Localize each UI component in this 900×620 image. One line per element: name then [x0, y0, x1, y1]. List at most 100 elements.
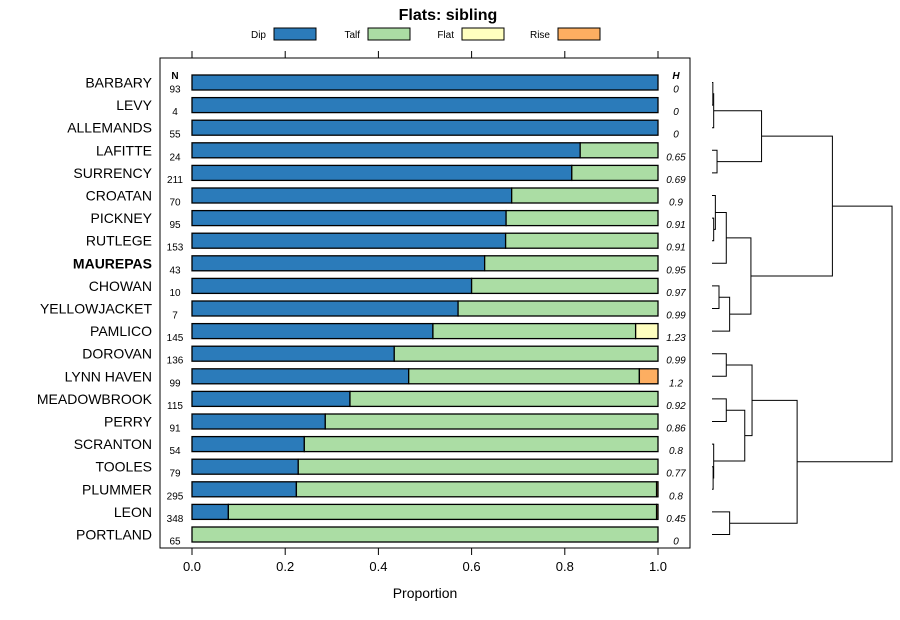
bar-scranton-talf — [303, 435, 659, 453]
n-value-lafitte: 24 — [169, 152, 181, 163]
h-column-header: H — [672, 71, 680, 82]
h-value-chowan: 0.97 — [666, 288, 686, 299]
bar-croatan-dip — [191, 187, 513, 204]
n-value-barbary: 93 — [169, 85, 181, 96]
n-value-yellowjacket: 7 — [172, 311, 178, 322]
n-value-pickney: 95 — [169, 220, 181, 231]
legend-label-rise: Rise — [530, 30, 550, 41]
row-label-croatan: CROATAN — [86, 188, 152, 204]
n-value-leon: 348 — [167, 514, 184, 525]
h-value-perry: 0.86 — [666, 424, 686, 435]
x-tick-label-3: 0.6 — [463, 559, 481, 574]
row-label-scranton: SCRANTON — [74, 436, 152, 452]
legend-label-flat: Flat — [437, 30, 454, 41]
x-tick-label-0: 0.0 — [183, 559, 201, 574]
h-value-leon: 0.45 — [666, 514, 686, 525]
legend-swatch-rise — [557, 27, 601, 41]
row-label-lafitte: LAFITTE — [96, 142, 152, 158]
h-value-maurepas: 0.95 — [666, 265, 686, 276]
dendrogram-merge-16 — [726, 364, 753, 437]
bar-leon-talf — [227, 503, 658, 521]
bar-pamlico-dip — [191, 322, 434, 340]
bar-leon-dip — [191, 503, 229, 521]
row-label-tooles: TOOLES — [95, 459, 152, 475]
row-label-pickney: PICKNEY — [91, 210, 153, 226]
h-value-levy: 0 — [673, 107, 679, 118]
n-value-allemands: 55 — [169, 130, 181, 141]
bar-plummer-talf — [295, 481, 658, 498]
dendrogram-merge-12 — [712, 398, 727, 422]
n-value-perry: 91 — [169, 424, 181, 435]
h-value-tooles: 0.77 — [666, 469, 686, 480]
h-value-lynn-haven: 1.2 — [669, 378, 683, 389]
row-label-yellowjacket: YELLOWJACKET — [40, 301, 152, 317]
n-value-plummer: 295 — [167, 491, 184, 502]
h-value-pickney: 0.91 — [666, 220, 685, 231]
bar-plummer-rise — [655, 481, 659, 498]
n-value-meadowbrook: 115 — [167, 401, 183, 412]
dendrogram-merge-18 — [729, 399, 798, 524]
x-tick-label-4: 0.8 — [556, 559, 574, 574]
row-label-surrency: SURRENCY — [73, 165, 152, 181]
row-label-rutlege: RUTLEGE — [86, 233, 152, 249]
bar-croatan-talf — [511, 187, 659, 204]
n-values: 93 4 55 24 211 70 95 153 43 10 7 145 136 99 115 91 54 79 2… — [167, 85, 184, 548]
dendrogram-merge-7 — [712, 285, 720, 309]
row-label-portland: PORTLAND — [76, 527, 152, 543]
bar-perry-talf — [324, 413, 659, 430]
dendrogram-merge-8 — [712, 296, 731, 332]
bar-allemands-dip — [191, 119, 659, 136]
x-axis-title: Proportion — [393, 585, 458, 601]
n-value-dorovan: 136 — [167, 356, 184, 367]
n-value-levy: 4 — [172, 107, 178, 118]
bar-barbary-dip — [191, 74, 659, 91]
dendrogram-merge-0 — [712, 82, 714, 106]
bar-leon-rise — [655, 503, 659, 521]
h-value-allemands: 0 — [673, 130, 679, 141]
bar-chowan-dip — [191, 277, 473, 295]
bar-chowan-talf — [470, 277, 659, 295]
bar-portland-talf — [191, 526, 659, 543]
dendrogram-merge-3 — [713, 110, 763, 163]
bar-surrency-talf — [571, 164, 659, 182]
dendrogram-merge-10 — [750, 135, 833, 277]
legend-swatch-talf — [367, 27, 411, 41]
n-value-rutlege: 153 — [167, 243, 184, 254]
legend: Dip Talf Flat Rise — [251, 27, 601, 41]
bar-pamlico-flat — [634, 322, 659, 340]
x-axis: 0.0 0.2 0.4 0.6 0.8 1.0 — [183, 51, 667, 574]
bar-lynn-haven-dip — [191, 368, 410, 385]
bar-rutlege-dip — [191, 232, 507, 249]
dendrogram-merge-13 — [712, 466, 714, 490]
x-tick-label-2: 0.4 — [369, 559, 387, 574]
h-value-yellowjacket: 0.99 — [666, 311, 686, 322]
h-value-plummer: 0.8 — [669, 491, 683, 502]
dendrogram-merge-4 — [712, 217, 715, 242]
dendrogram — [712, 82, 893, 535]
bar-levy-dip — [191, 96, 659, 114]
row-label-meadowbrook: MEADOWBROOK — [37, 391, 153, 407]
legend-swatch-dip — [273, 27, 317, 41]
bar-surrency-dip — [191, 164, 573, 182]
bar-lynn-haven-talf — [408, 368, 641, 385]
h-value-pamlico: 1.23 — [666, 333, 686, 344]
bar-tooles-dip — [191, 458, 299, 475]
dendrogram-merge-11 — [712, 353, 727, 377]
plot-frame — [159, 57, 691, 549]
h-value-dorovan: 0.99 — [666, 356, 686, 367]
h-value-croatan: 0.9 — [669, 198, 683, 209]
bar-dorovan-dip — [191, 345, 395, 362]
x-tick-label-5: 1.0 — [649, 559, 667, 574]
chart-title: Flats: sibling — [399, 7, 498, 24]
bar-maurepas-talf — [483, 255, 659, 272]
row-label-allemands: ALLEMANDS — [67, 120, 152, 136]
dendrogram-merge-17 — [712, 511, 731, 535]
bar-plummer-dip — [191, 481, 298, 498]
legend-swatch-flat — [461, 27, 505, 41]
dendrogram-merge-15 — [713, 409, 746, 462]
n-value-croatan: 70 — [169, 198, 181, 209]
row-label-plummer: PLUMMER — [82, 481, 152, 497]
h-values: 0 0 0 0.65 0.69 0.9 0.91 0.91 0.95 0.97 0.99 1.23 0.… — [666, 85, 686, 548]
bar-tooles-talf — [297, 458, 659, 475]
n-value-pamlico: 145 — [167, 333, 184, 344]
